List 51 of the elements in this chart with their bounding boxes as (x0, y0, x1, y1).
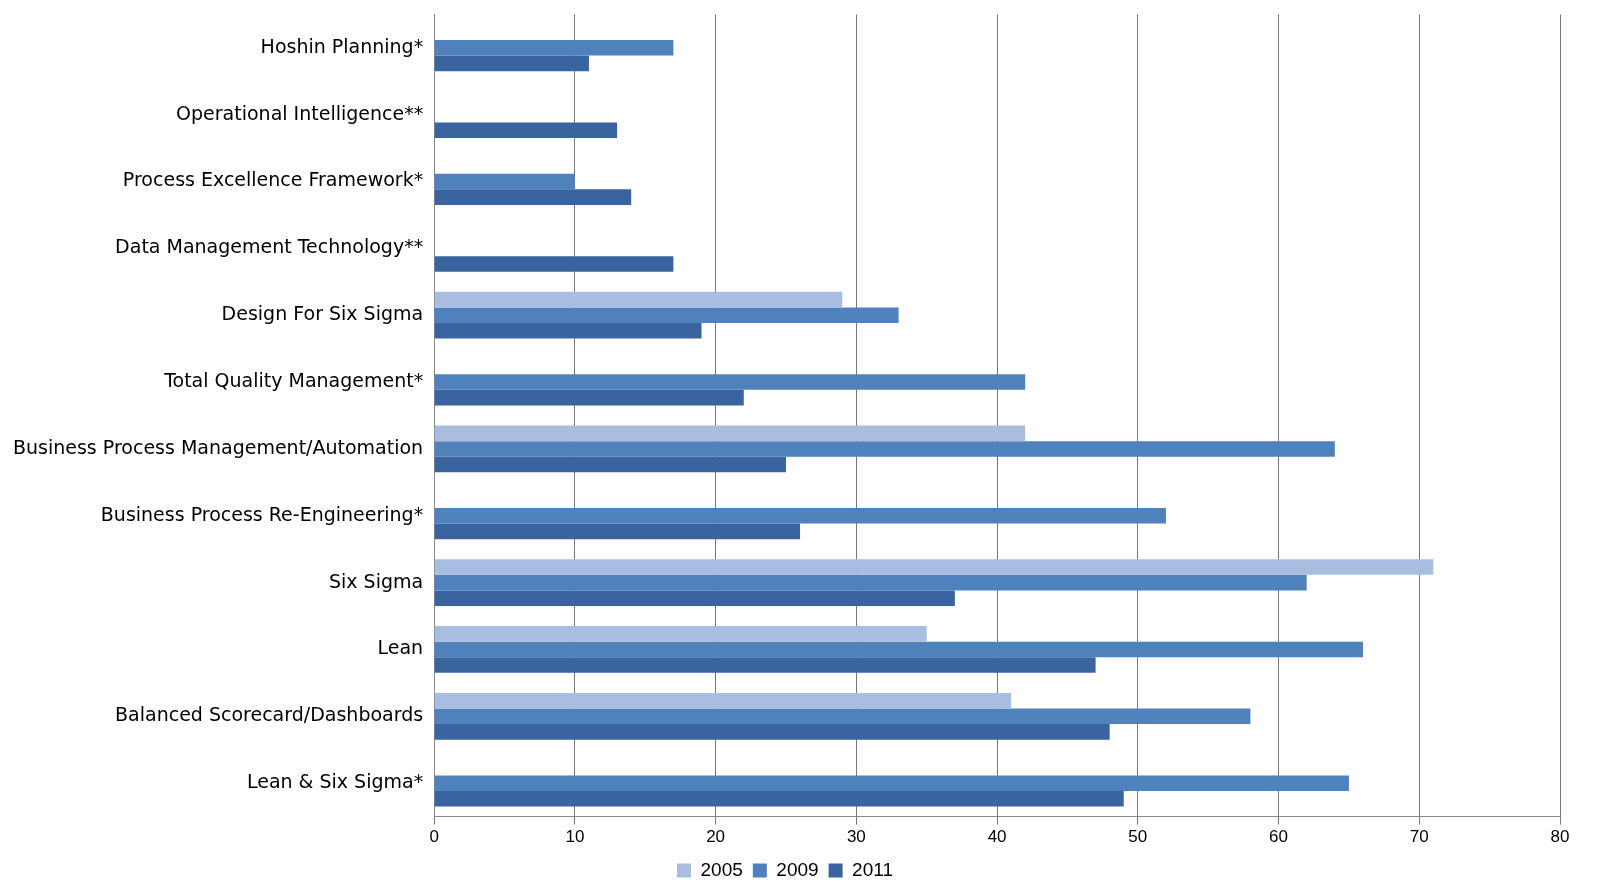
bar (434, 307, 899, 324)
bar (434, 374, 1026, 390)
y-tick-label: Lean (377, 636, 424, 659)
bar (434, 40, 674, 56)
bar (434, 425, 1026, 442)
x-tick-label: 40 (987, 827, 1007, 847)
bar (434, 626, 927, 642)
bar (434, 389, 744, 406)
bar (434, 775, 1349, 791)
y-tick-label: Design For Six Sigma (221, 302, 424, 325)
bar (434, 441, 1335, 457)
y-tick-label: Balanced Scorecard/Dashboards (115, 703, 424, 726)
legend-label: 2005 (700, 858, 743, 880)
bar (434, 724, 1110, 740)
bar (434, 189, 632, 205)
bar (434, 692, 1012, 709)
y-tick-label: Data Management Technology** (115, 235, 424, 258)
y-tick-label: Total Quality Management* (163, 369, 424, 392)
bar (434, 55, 589, 72)
bar (434, 122, 618, 139)
bar (434, 657, 1096, 673)
y-tick-label: Hoshin Planning* (260, 34, 424, 57)
bar (434, 574, 1307, 591)
bar (434, 641, 1363, 658)
bar (434, 256, 674, 272)
x-tick-label: 0 (429, 827, 439, 847)
x-tick-label: 30 (846, 827, 866, 847)
legend-label: 2009 (776, 858, 819, 880)
bar (434, 708, 1251, 725)
bar (434, 523, 801, 540)
bar (434, 590, 955, 607)
y-tick-label: Business Process Re-Engineering* (100, 502, 424, 525)
y-tick-label: Operational Intelligence** (176, 101, 424, 124)
y-tick-label: Process Excellence Framework* (122, 168, 424, 191)
bar (434, 559, 1434, 575)
legend-label: 2011 (852, 858, 893, 880)
bar (434, 456, 786, 473)
x-tick-label: 20 (706, 827, 726, 847)
bar (434, 173, 575, 190)
y-tick-label: Business Process Management/Automation (12, 435, 424, 458)
bar (434, 507, 1166, 524)
x-tick-label: 10 (565, 827, 585, 847)
x-tick-label: 60 (1269, 827, 1288, 847)
y-tick-label: Lean & Six Sigma* (246, 770, 424, 793)
bar (434, 790, 1124, 807)
bar (434, 323, 702, 339)
x-tick-label: 70 (1409, 827, 1429, 847)
x-tick-label: 50 (1128, 827, 1148, 847)
y-tick-label: Six Sigma (328, 569, 424, 592)
x-tick-label: 80 (1550, 827, 1570, 847)
bar (434, 291, 843, 308)
